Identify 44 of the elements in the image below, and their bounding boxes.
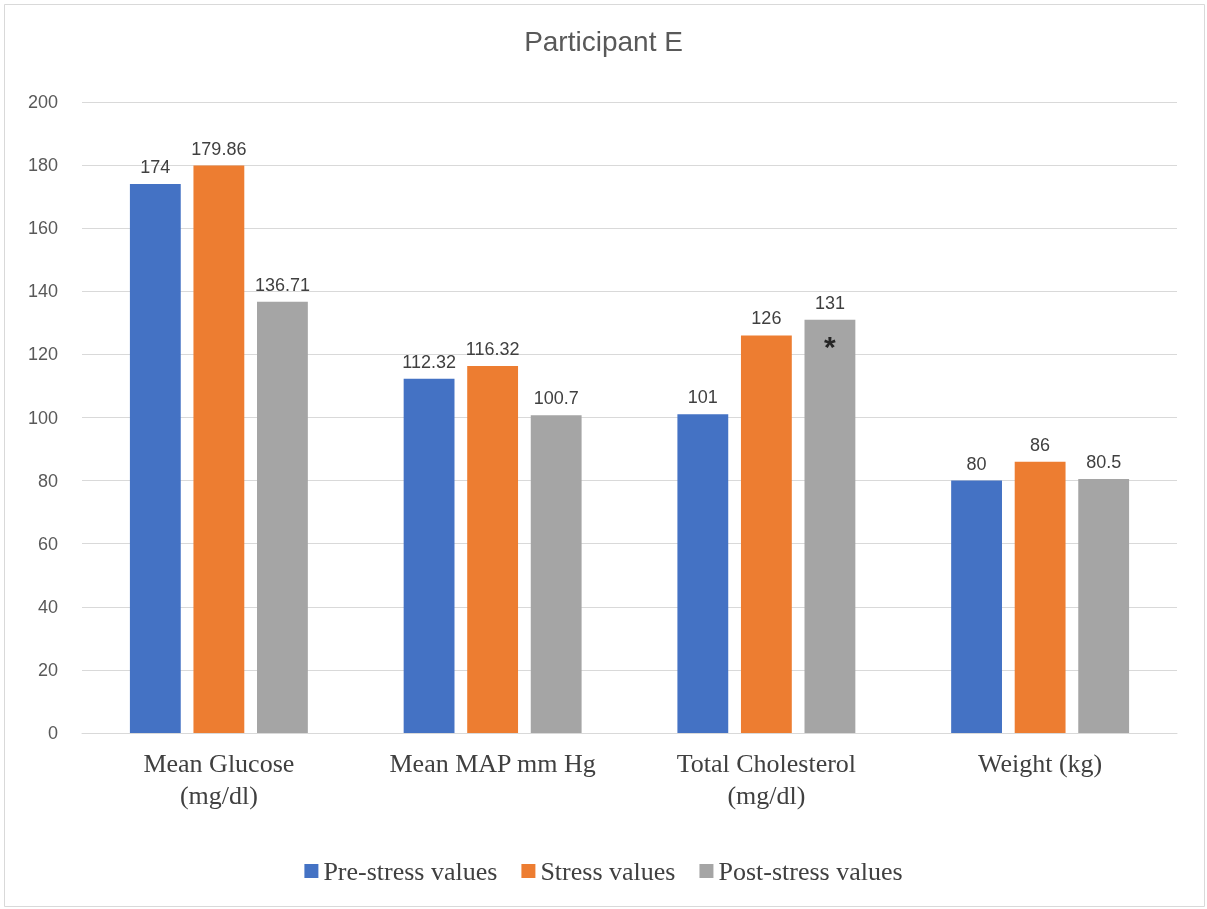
annotation: * xyxy=(824,330,837,364)
legend-label: Pre-stress values xyxy=(323,856,498,886)
data-label: 101 xyxy=(687,387,718,408)
y-tick-label: 40 xyxy=(37,596,58,617)
bar xyxy=(467,366,519,733)
bar xyxy=(1014,461,1066,733)
y-tick-label: 120 xyxy=(27,344,58,365)
x-tick-label: Mean Glucose (mg/dl) xyxy=(143,748,295,810)
y-tick-label: 140 xyxy=(27,281,58,302)
data-label: 179.86 xyxy=(191,138,247,159)
bar xyxy=(530,415,582,733)
data-label: 131 xyxy=(814,292,845,313)
data-label: 100.7 xyxy=(533,388,579,409)
y-tick-label: 20 xyxy=(37,659,58,680)
x-tick-label: Total Cholesterol (mg/dl) xyxy=(676,748,857,810)
x-tick-label: Weight (kg) xyxy=(977,748,1103,778)
bar xyxy=(740,335,792,733)
y-tick-label: 180 xyxy=(27,155,58,176)
data-label: 80 xyxy=(966,453,987,474)
bar xyxy=(951,480,1002,733)
y-tick-label: 0 xyxy=(47,723,58,743)
y-tick-label: 100 xyxy=(27,407,58,428)
bar xyxy=(193,165,245,733)
bar xyxy=(1078,479,1130,733)
legend-label: Post-stress values xyxy=(718,856,903,886)
data-label: 174 xyxy=(140,157,171,178)
legend-label: Stress values xyxy=(540,856,676,886)
bar xyxy=(403,378,455,733)
data-label: 112.32 xyxy=(402,351,456,372)
data-label: 86 xyxy=(1030,434,1051,455)
x-tick-label: Mean MAP mm Hg xyxy=(389,748,596,778)
bar xyxy=(257,301,308,733)
bar xyxy=(804,319,856,733)
chart-title: Participant E xyxy=(524,25,683,57)
bar xyxy=(129,184,181,733)
data-label: 116.32 xyxy=(465,339,520,360)
data-label: 136.71 xyxy=(254,274,310,295)
bar xyxy=(677,414,729,733)
y-tick-label: 200 xyxy=(27,92,58,112)
data-label: 126 xyxy=(751,308,782,329)
y-tick-label: 80 xyxy=(37,470,58,491)
y-tick-label: 160 xyxy=(27,218,58,239)
y-tick-label: 60 xyxy=(37,533,58,554)
data-label: 80.5 xyxy=(1086,452,1122,473)
